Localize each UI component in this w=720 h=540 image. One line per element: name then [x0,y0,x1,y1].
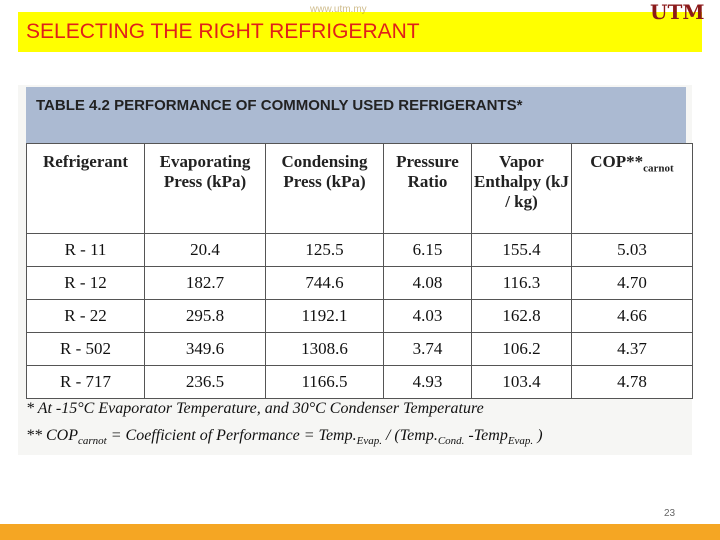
table-cell: 3.74 [383,332,472,366]
footnote: * At -15°C Evaporator Temperature, and 3… [26,400,484,417]
table-cell: 20.4 [144,233,266,267]
fn-text: -Temp [464,427,508,444]
table-cell: R - 11 [26,233,145,267]
table-cell: 5.03 [571,233,693,267]
table-cell: 182.7 [144,266,266,300]
table-row: R - 502 349.6 1308.6 3.74 106.2 4.37 [26,332,693,366]
header-text: Refrigerant [43,152,128,171]
page-number: 23 [664,508,676,519]
table-cell: 4.70 [571,266,693,300]
table-cell: R - 22 [26,299,145,333]
table-cell: R - 12 [26,266,145,300]
fn-sub: Evap. [507,435,534,448]
table-cell: 162.8 [471,299,572,333]
fn-sub: Cond. [437,435,465,448]
table-cell: 4.08 [383,266,472,300]
fn-sub: carnot [78,435,107,448]
table-cell: 1166.5 [265,365,384,399]
column-header: Evaporating Press (kPa) [144,143,266,234]
table-cell: 1192.1 [265,299,384,333]
table-cell: R - 717 [26,365,145,399]
fn-text: ** COP [26,427,78,444]
table-cell: 6.15 [383,233,472,267]
column-header: Vapor Enthalpy (kJ / kg) [471,143,572,234]
table-cell: 295.8 [144,299,266,333]
table-cell: 4.37 [571,332,693,366]
header-text: Pressure Ratio [396,152,459,191]
table-cell: 4.03 [383,299,472,333]
slide-title: SELECTING THE RIGHT REFRIGERANT [26,20,420,43]
fn-text: / (Temp. [381,427,438,444]
column-header: Condensing Press (kPa) [265,143,384,234]
table-caption: TABLE 4.2 PERFORMANCE OF COMMONLY USED R… [26,87,686,143]
table-body: R - 11 20.4 125.5 6.15 155.4 5.03 R - 12 182.7 7… [26,233,693,399]
header-text: Vapor Enthalpy (kJ / kg) [474,152,569,211]
url: www.utm.my [310,4,367,15]
table-row: R - 22 295.8 1192.1 4.03 162.8 4.66 [26,299,693,333]
table-cell: 4.66 [571,299,693,333]
fn-text: ) [533,427,543,444]
table-row: R - 717 236.5 1166.5 4.93 103.4 4.78 [26,365,693,399]
table-cell: 236.5 [144,365,266,399]
header-text: Evaporating Press (kPa) [159,152,251,191]
header-sub: carnot [643,162,674,175]
table-cell: 155.4 [471,233,572,267]
column-header: COP**carnot [571,143,693,234]
table-cell: 106.2 [471,332,572,366]
header-text: Condensing Press (kPa) [281,152,368,191]
title-bar [18,12,702,52]
table-cell: 116.3 [471,266,572,300]
table-cell: 4.78 [571,365,693,399]
column-header: Refrigerant [26,143,145,234]
table: Refrigerant Evaporating Press (kPa) Conden… [26,143,693,399]
table-row: R - 12 182.7 744.6 4.08 116.3 4.70 [26,266,693,300]
column-header: Pressure Ratio [383,143,472,234]
header-row: Refrigerant Evaporating Press (kPa) Conden… [26,143,693,234]
header-text: COP** [590,152,644,171]
fn-sub: Evap. [356,435,382,448]
bottom-bar [0,524,720,540]
table-cell: 4.93 [383,365,472,399]
table-cell: R - 502 [26,332,145,366]
fn-text: = Coefficient of Performance = Temp. [106,427,357,444]
table-cell: 349.6 [144,332,266,366]
footnote: ** COPcarnot = Coefficient of Performanc… [26,427,543,447]
table-cell: 1308.6 [265,332,384,366]
table-row: R - 11 20.4 125.5 6.15 155.4 5.03 [26,233,693,267]
table-cell: 125.5 [265,233,384,267]
logo: UTM [650,0,705,24]
table-cell: 744.6 [265,266,384,300]
table-cell: 103.4 [471,365,572,399]
